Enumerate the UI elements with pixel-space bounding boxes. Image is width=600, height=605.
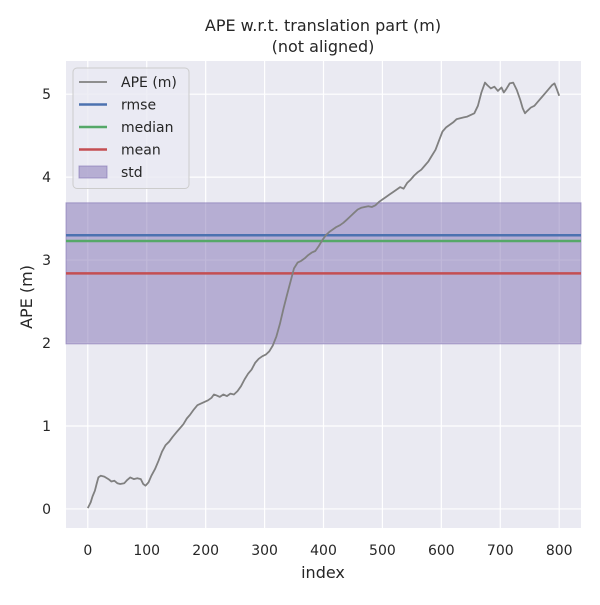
x-axis-ticks: 0 100 200 300 400 500 600 700 800 bbox=[83, 543, 572, 559]
x-tick-label: 100 bbox=[133, 543, 160, 559]
y-axis-ticks: 0 1 2 3 4 5 bbox=[42, 87, 51, 518]
legend: APE (m) rmse median mean std bbox=[72, 67, 190, 189]
legend-box bbox=[72, 67, 190, 189]
x-tick-label: 300 bbox=[251, 543, 278, 559]
y-tick-label: 3 bbox=[42, 253, 51, 269]
x-tick-label: 400 bbox=[310, 543, 337, 559]
x-tick-label: 500 bbox=[369, 543, 396, 559]
y-tick-label: 0 bbox=[42, 502, 51, 518]
x-tick-label: 0 bbox=[83, 543, 92, 559]
y-tick-label: 4 bbox=[42, 170, 51, 186]
chart-title: APE w.r.t. translation part (m) bbox=[205, 16, 441, 35]
x-tick-label: 700 bbox=[487, 543, 514, 559]
legend-swatch-std bbox=[78, 165, 108, 179]
y-axis-label: APE (m) bbox=[17, 265, 36, 329]
y-tick-label: 5 bbox=[42, 87, 51, 103]
ape-series-line bbox=[86, 81, 561, 509]
legend-label-mean: mean bbox=[121, 143, 161, 159]
x-axis-label: index bbox=[301, 563, 345, 582]
legend-label-std: std bbox=[121, 165, 143, 181]
legend-label-rmse: rmse bbox=[121, 98, 156, 114]
x-tick-label: 200 bbox=[192, 543, 219, 559]
series-layer bbox=[86, 81, 561, 509]
x-tick-label: 600 bbox=[428, 543, 455, 559]
legend-label-median: median bbox=[121, 120, 173, 136]
stat-lines-layer bbox=[66, 233, 581, 275]
y-tick-label: 1 bbox=[42, 419, 51, 435]
chart-subtitle: (not aligned) bbox=[272, 37, 375, 56]
x-tick-label: 800 bbox=[546, 543, 573, 559]
legend-label-ape-m: APE (m) bbox=[121, 75, 177, 91]
y-tick-label: 2 bbox=[42, 336, 51, 352]
